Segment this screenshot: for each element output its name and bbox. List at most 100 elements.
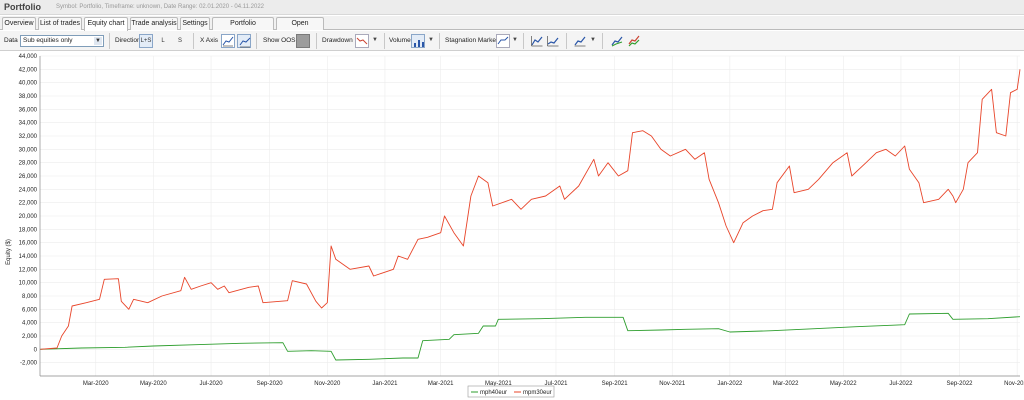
y-tick-label: 16,000 xyxy=(19,241,38,247)
y-tick-label: 4,000 xyxy=(22,321,38,327)
toolbar-separator xyxy=(523,33,524,49)
title-bar: Portfolio Symbol: Portfolio, Timeframe: … xyxy=(0,0,1024,15)
stagnation-label: Stagnation Marker xyxy=(445,37,499,44)
y-tick-label: 10,000 xyxy=(19,281,38,287)
equity-curve-icon[interactable] xyxy=(610,34,624,48)
equity-chart-svg: -2,000 0 2,000 4,000 6,000 8,000 10,000 12,000 1… xyxy=(6,54,1024,398)
axes: -2,000 0 2,000 4,000 6,000 8,000 10,000 12,000 1… xyxy=(19,54,1024,387)
y-tick-label: 34,000 xyxy=(19,121,38,127)
x-tick-label: Mar-2021 xyxy=(428,381,454,387)
legend-box xyxy=(467,385,555,398)
drawdown-chart-icon[interactable] xyxy=(355,34,369,48)
toolbar-separator xyxy=(602,33,603,49)
x-tick-label: Jan-2022 xyxy=(717,381,743,387)
direction-short-button[interactable]: S xyxy=(177,38,182,44)
y-tick-label: 42,000 xyxy=(19,67,38,73)
y-tick-label: 40,000 xyxy=(19,81,38,87)
tab-trade-analysis[interactable]: Trade analysis xyxy=(130,17,178,30)
toolbar-separator xyxy=(384,33,385,49)
line-chart-alt-icon[interactable] xyxy=(546,34,560,48)
x-axis-date-icon[interactable] xyxy=(221,34,235,48)
toolbar-separator xyxy=(109,33,110,49)
volume-label: Volume xyxy=(389,37,411,44)
tab-bar: Overview List of trades Equity chart Tra… xyxy=(0,16,1024,39)
chevron-down-icon: ▼ xyxy=(94,37,102,45)
y-tick-label: 20,000 xyxy=(19,214,38,220)
legend-label: mph40eur xyxy=(480,390,507,396)
equity-chart: -2,000 0 2,000 4,000 6,000 8,000 10,000 12,000 1… xyxy=(0,52,1024,400)
x-tick-label: Mar-2022 xyxy=(773,381,799,387)
y-tick-label: 18,000 xyxy=(19,227,38,233)
x-tick-label: May-2022 xyxy=(830,381,857,387)
multi-series-icon[interactable] xyxy=(627,34,641,48)
y-tick-label: 44,000 xyxy=(19,54,38,60)
y-tick-label: 26,000 xyxy=(19,174,38,180)
y-tick-label: -2,000 xyxy=(20,361,38,367)
y-tick-label: 22,000 xyxy=(19,201,38,207)
tab-equity-chart[interactable]: Equity chart xyxy=(84,17,128,31)
show-oos-toggle[interactable] xyxy=(296,34,310,48)
x-tick-label: Sep-2021 xyxy=(602,381,629,387)
volume-dropdown-icon[interactable]: ▼ xyxy=(428,37,434,43)
y-tick-label: 0 xyxy=(34,347,38,353)
legend: mph40eur mpm30eur xyxy=(467,385,555,398)
x-tick-label: Mar-2020 xyxy=(83,381,109,387)
y-tick-label: 38,000 xyxy=(19,94,38,100)
stagnation-chart-icon[interactable] xyxy=(496,34,510,48)
y-tick-label: 30,000 xyxy=(19,147,38,153)
x-tick-label: Jul-2021 xyxy=(544,381,568,387)
tab-settings[interactable]: Settings xyxy=(180,17,210,30)
direction-long-button[interactable]: L xyxy=(161,38,165,44)
chart-toolbar: Data Sub equities only ▼ Direction L+S L… xyxy=(0,31,1024,51)
x-tick-label: Jul-2020 xyxy=(200,381,224,387)
x-axis-trades-icon[interactable] xyxy=(237,34,251,48)
y-tick-label: 12,000 xyxy=(19,267,38,273)
x-tick-label: Nov-2022 xyxy=(1004,381,1024,387)
toolbar-separator xyxy=(256,33,257,49)
toolbar-separator xyxy=(193,33,194,49)
tab-list-of-trades[interactable]: List of trades xyxy=(38,17,82,30)
app-info: Symbol: Portfolio, Timeframe: unknown, D… xyxy=(56,4,265,10)
drawdown-dropdown-icon[interactable]: ▼ xyxy=(372,37,378,43)
series-lines xyxy=(39,69,1021,361)
tab-open-balances[interactable]: Open balances xyxy=(276,17,324,39)
direction-label: Direction xyxy=(115,37,141,44)
chart-type-icon[interactable] xyxy=(573,34,587,48)
x-tick-label: Jul-2022 xyxy=(889,381,913,387)
line-chart-icon[interactable] xyxy=(530,34,544,48)
y-tick-label: 24,000 xyxy=(19,187,38,193)
x-tick-label: Nov-2020 xyxy=(314,381,341,387)
series-line-mpm30eur xyxy=(39,69,1021,350)
grid-lines xyxy=(40,55,1020,376)
data-select[interactable]: Sub equities only ▼ xyxy=(20,35,104,47)
stagnation-dropdown-icon[interactable]: ▼ xyxy=(512,37,518,43)
toolbar-separator xyxy=(439,33,440,49)
y-tick-label: 8,000 xyxy=(22,294,38,300)
y-tick-label: 14,000 xyxy=(19,254,38,260)
chart-type-dropdown-icon[interactable]: ▼ xyxy=(590,37,596,43)
y-tick-label: 28,000 xyxy=(19,161,38,167)
y-axis-label: Equity ($) xyxy=(6,239,12,265)
x-tick-label: Sep-2020 xyxy=(257,381,284,387)
volume-chart-icon[interactable] xyxy=(411,34,425,48)
direction-ls-button[interactable]: L+S xyxy=(139,34,153,48)
tab-portfolio-correlation[interactable]: Portfolio correlation xyxy=(212,17,274,39)
tab-overview[interactable]: Overview xyxy=(2,17,36,30)
y-tick-label: 6,000 xyxy=(22,307,38,313)
y-tick-label: 2,000 xyxy=(22,334,38,340)
y-tick-label: 36,000 xyxy=(19,107,38,113)
toolbar-separator xyxy=(316,33,317,49)
x-axis-label: X Axis xyxy=(200,37,219,44)
x-tick-label: Sep-2022 xyxy=(947,381,974,387)
drawdown-label: Drawdown xyxy=(322,37,353,44)
x-tick-label: May-2020 xyxy=(140,381,167,387)
show-oos-label: Show OOS xyxy=(263,37,296,44)
x-tick-label: Jan-2021 xyxy=(372,381,398,387)
legend-label: mpm30eur xyxy=(523,390,552,396)
toolbar-separator xyxy=(566,33,567,49)
series-line-mph40eur xyxy=(39,312,1021,361)
data-select-value: Sub equities only xyxy=(23,37,73,44)
app-title: Portfolio xyxy=(4,2,41,12)
x-tick-label: Nov-2021 xyxy=(659,381,686,387)
data-label: Data xyxy=(4,37,18,44)
